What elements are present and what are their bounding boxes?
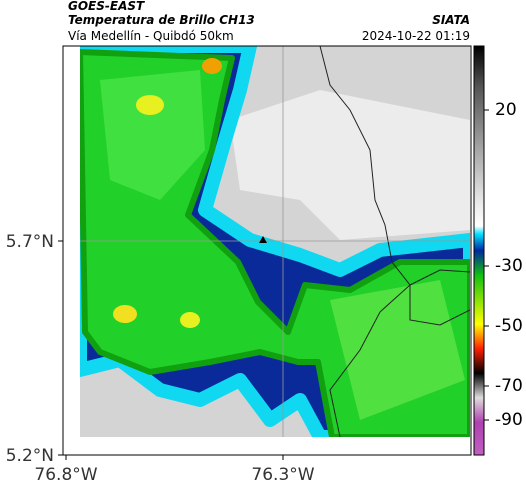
satellite-field bbox=[80, 46, 470, 437]
lat-label: 5.2°N bbox=[6, 446, 54, 466]
colorbar-tick: 20 bbox=[495, 100, 517, 120]
colorbar-tick: -70 bbox=[495, 376, 523, 396]
region: Vía Medellín - Quibdó 50km bbox=[68, 29, 234, 43]
colorbar-tick: -30 bbox=[495, 256, 523, 276]
source: SIATA bbox=[432, 13, 470, 27]
datetime: 2024-10-22 01:19 bbox=[362, 29, 470, 43]
lat-label: 5.7°N bbox=[6, 232, 54, 252]
subtitle: Temperatura de Brillo CH13 bbox=[68, 13, 255, 27]
colorbar-tick: -50 bbox=[495, 316, 523, 336]
lon-label: 76.3°W bbox=[251, 465, 314, 485]
colorbar bbox=[473, 45, 485, 456]
title: GOES-EAST bbox=[68, 0, 145, 13]
map-frame bbox=[62, 45, 472, 456]
colorbar-tick: -90 bbox=[495, 410, 523, 430]
lon-label: 76.8°W bbox=[34, 465, 97, 485]
